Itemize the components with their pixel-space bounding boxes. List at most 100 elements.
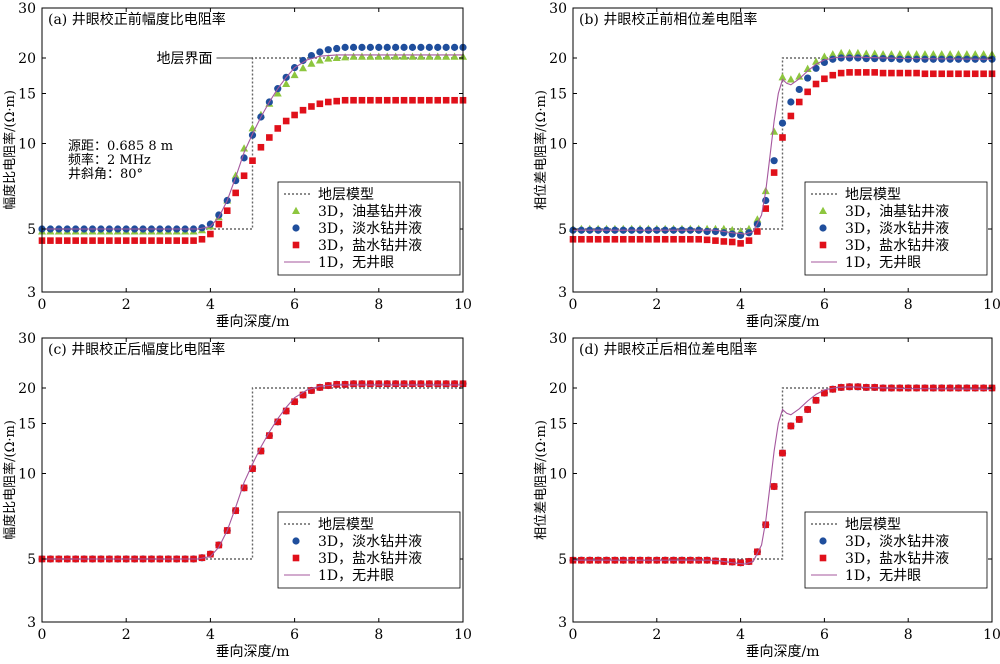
x-tick-label: 8 [374,627,383,643]
salt-water-mud-point [240,172,248,180]
salt-water-mud-point [291,398,298,405]
salt-water-mud-point [426,380,433,388]
legend-label: 3D，淡水钻井液 [318,534,422,550]
salt-water-mud-point [392,96,399,104]
y-tick-label: 15 [549,86,567,102]
salt-water-mud-point [114,237,122,244]
salt-water-mud-point [904,384,912,392]
salt-water-mud-point [274,418,282,426]
fresh-water-mud-point [341,43,349,51]
y-tick-label: 15 [549,416,567,432]
salt-water-mud-point [232,507,239,514]
x-tick-label: 10 [983,627,1000,643]
fresh-water-mud-point [349,43,358,51]
tool-parameter-text: 源距：0.685 8 m [68,139,173,154]
salt-water-mud-point [762,205,770,212]
y-tick-label: 5 [27,552,36,568]
salt-water-mud-point [358,380,366,388]
fresh-water-mud-point [854,54,862,62]
salt-water-mud-point [156,237,164,244]
salt-water-mud-point [198,235,206,243]
salt-water-mud-point [896,69,904,77]
salt-water-mud-point [812,80,820,88]
y-tick-label: 10 [549,137,567,153]
fresh-water-mud-point [417,43,425,51]
x-tick-label: 6 [290,297,299,313]
salt-water-mud-point [451,380,458,388]
salt-water-mud-point [930,70,937,78]
tool-parameter-text: 频率：2 MHz [68,152,151,168]
no-borehole-1d-line [573,56,993,235]
legend-label: 3D，油基钻井液 [845,203,949,220]
salt-water-mud-point [207,230,214,238]
salt-water-mud-point [863,69,870,76]
y-tick-label: 20 [549,51,567,67]
oil-based-mud-point [416,52,425,60]
salt-water-mud-point [266,432,273,439]
salt-water-mud-point [645,235,652,243]
salt-water-mud-point [274,125,282,132]
fresh-water-mud-point [375,43,383,51]
salt-water-mud-point [72,237,79,244]
salt-water-mud-point [728,558,736,566]
salt-water-mud-point [678,235,686,243]
salt-water-mud-point [821,389,828,397]
oil-based-mud-point [450,52,459,60]
oil-based-mud-point [862,49,871,57]
salt-water-mud-point [804,406,811,413]
salt-water-mud-point [770,483,778,490]
salt-water-mud-point [434,380,442,388]
fresh-water-mud-point [896,55,904,63]
fresh-water-mud-point [804,74,812,82]
oil-based-mud-point [366,52,375,60]
y-axis-label: 相位差电阻率/(Ω·m) [533,420,549,540]
salt-water-mud-point [106,237,113,244]
oil-based-mud-point [920,50,929,58]
salt-water-mud-point [636,235,644,243]
salt-water-mud-point [787,422,795,430]
fresh-water-mud-point [434,43,442,51]
salt-water-mud-point [980,384,987,392]
salt-water-mud-point [316,100,324,108]
fresh-water-mud-point [720,229,728,237]
chart-title: (c) 井眼校正后幅度比电阻率 [48,341,225,358]
salt-water-mud-point [829,71,837,79]
oil-based-mud-point [946,50,955,58]
salt-water-mud-point [139,237,147,244]
legend-swatch [292,554,300,562]
salt-water-mud-point [703,236,711,244]
legend-swatch [819,241,827,249]
salt-water-mud-point [350,96,357,104]
salt-water-mud-point [737,240,744,247]
salt-water-mud-point [249,465,256,472]
oil-based-mud-point [904,50,913,58]
legend-label: 3D，盐水钻井液 [318,551,422,567]
fresh-water-mud-point [912,55,921,63]
y-tick-label: 5 [558,552,567,568]
oil-based-mud-point [778,73,787,81]
oil-based-mud-point [895,50,904,58]
x-tick-label: 2 [652,297,661,313]
oil-based-mud-point [357,52,366,60]
salt-water-mud-point [971,70,979,78]
y-tick-label: 3 [27,285,36,301]
salt-water-mud-point [240,484,248,492]
legend-label: 地层模型 [318,187,374,203]
oil-based-mud-point [929,50,938,58]
fresh-water-mud-point [703,227,711,236]
x-tick-label: 10 [454,627,472,643]
salt-water-mud-point [215,541,223,549]
y-tick-label: 20 [18,381,36,397]
salt-water-mud-point [257,143,265,151]
oil-based-mud-point [803,64,812,72]
legend-label: 1D，无井眼 [318,255,394,271]
no-borehole-1d-line [42,384,463,560]
chart-title: (b) 井眼校正前相位差电阻率 [579,11,757,28]
oil-based-mud-point [341,53,350,61]
y-tick-label: 30 [549,1,567,17]
salt-water-mud-point [375,96,383,104]
salt-water-mud-point [181,237,189,244]
oil-based-mud-point [820,52,829,60]
